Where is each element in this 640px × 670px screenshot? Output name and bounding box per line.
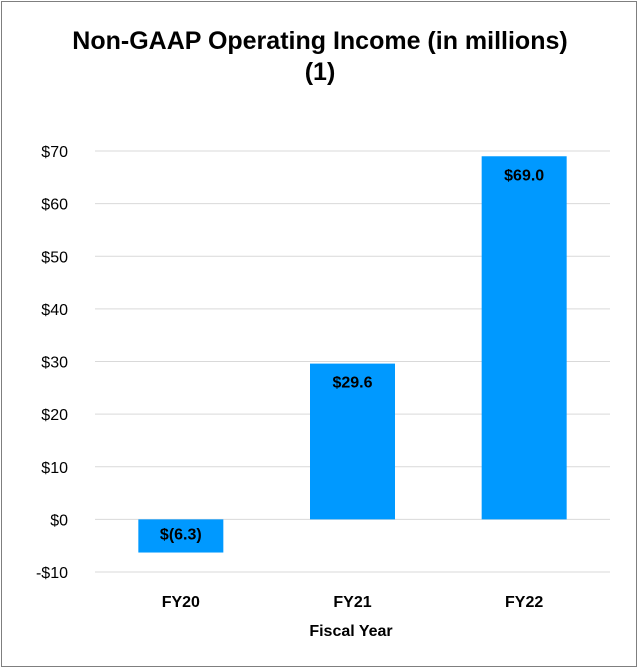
y-tick-label: $30 [41, 355, 68, 372]
data-labels: $(6.3) $29.6 $69.0 [160, 167, 544, 543]
y-tick-label: $60 [41, 197, 68, 214]
bar-fy20 [138, 519, 224, 553]
data-label-fy22: $69.0 [504, 167, 544, 184]
x-tick-label: FY21 [333, 594, 371, 611]
x-tick-label: FY20 [162, 594, 200, 611]
data-label-fy21: $29.6 [332, 375, 372, 392]
data-label-fy20: $(6.3) [160, 526, 202, 543]
chart-title: Non-GAAP Operating Income (in millions)(… [72, 27, 568, 86]
y-axis-ticks: -$10 $0 $10 $20 $30 $40 $50 $60 $70 [36, 144, 68, 582]
y-tick-label: $40 [41, 302, 68, 319]
y-tick-label: $10 [41, 460, 68, 477]
x-axis-title: Fiscal Year [309, 623, 392, 640]
bar-fy22 [481, 156, 567, 520]
y-tick-label: $0 [50, 512, 68, 529]
y-tick-label: $50 [41, 249, 68, 266]
bar-fy21 [310, 363, 395, 520]
x-axis-ticks: FY20 FY21 FY22 [162, 594, 544, 611]
y-tick-label: -$10 [36, 565, 68, 582]
y-tick-label: $20 [41, 407, 68, 424]
bars [138, 156, 567, 553]
y-tick-label: $70 [41, 144, 68, 161]
x-tick-label: FY22 [505, 594, 543, 611]
